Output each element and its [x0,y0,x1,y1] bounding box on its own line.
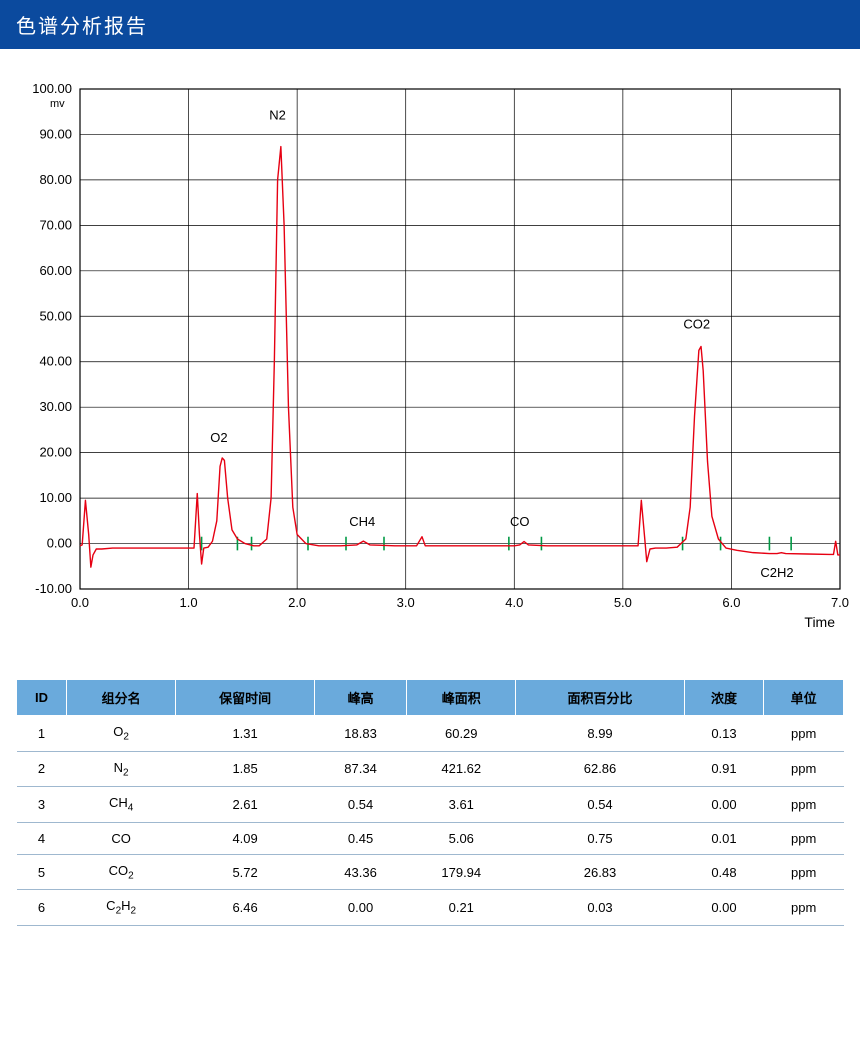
table-cell: 0.00 [684,787,764,823]
svg-text:4.0: 4.0 [505,595,523,610]
table-cell: ppm [764,890,844,926]
table-cell: 2.61 [176,787,315,823]
svg-text:1.0: 1.0 [180,595,198,610]
table-cell: 0.21 [407,890,516,926]
col-header: 峰高 [314,680,406,716]
table-cell: 2 [17,751,67,787]
svg-text:50.00: 50.00 [39,308,72,323]
svg-text:2.0: 2.0 [288,595,306,610]
table-cell: ppm [764,854,844,890]
table-cell: 62.86 [516,751,684,787]
table-cell: 0.13 [684,716,764,752]
table-cell: 43.36 [314,854,406,890]
table-cell: 0.75 [516,822,684,854]
svg-text:80.00: 80.00 [39,172,72,187]
svg-text:90.00: 90.00 [39,126,72,141]
col-header: 单位 [764,680,844,716]
svg-text:CH4: CH4 [349,514,375,529]
table-cell: CO [67,822,176,854]
table-cell: 5.06 [407,822,516,854]
col-header: 组分名 [67,680,176,716]
table-cell: 6 [17,890,67,926]
table-cell: 60.29 [407,716,516,752]
table-cell: 0.45 [314,822,406,854]
col-header: ID [17,680,67,716]
table-cell: 18.83 [314,716,406,752]
svg-text:10.00: 10.00 [39,490,72,505]
results-table-wrap: ID组分名保留时间峰高峰面积面积百分比浓度单位 1O21.3118.8360.2… [0,669,860,956]
table-cell: O2 [67,716,176,752]
table-cell: 6.46 [176,890,315,926]
table-cell: 0.00 [684,890,764,926]
svg-text:7.0: 7.0 [831,595,849,610]
svg-text:100.00: 100.00 [32,81,72,96]
table-row: 3CH42.610.543.610.540.00ppm [17,787,844,823]
table-cell: 179.94 [407,854,516,890]
table-cell: 1.85 [176,751,315,787]
table-cell: 26.83 [516,854,684,890]
svg-text:20.00: 20.00 [39,445,72,460]
svg-text:C2H2: C2H2 [760,565,793,580]
table-row: 2N21.8587.34421.6262.860.91ppm [17,751,844,787]
table-cell: 5.72 [176,854,315,890]
svg-text:0.0: 0.0 [71,595,89,610]
svg-text:60.00: 60.00 [39,263,72,278]
table-cell: 4 [17,822,67,854]
table-cell: 0.03 [516,890,684,926]
table-cell: 1.31 [176,716,315,752]
table-row: 4CO4.090.455.060.750.01ppm [17,822,844,854]
svg-text:N2: N2 [269,107,286,122]
svg-text:6.0: 6.0 [722,595,740,610]
svg-text:CO2: CO2 [683,316,710,331]
svg-text:-10.00: -10.00 [35,581,72,596]
svg-text:mv: mv [50,98,65,110]
table-cell: 0.01 [684,822,764,854]
col-header: 浓度 [684,680,764,716]
svg-text:CO: CO [510,514,530,529]
table-cell: 0.48 [684,854,764,890]
table-row: 1O21.3118.8360.298.990.13ppm [17,716,844,752]
table-cell: 4.09 [176,822,315,854]
table-cell: 87.34 [314,751,406,787]
table-cell: 0.54 [314,787,406,823]
report-title: 色谱分析报告 [16,16,148,38]
table-cell: CO2 [67,854,176,890]
table-cell: ppm [764,787,844,823]
table-cell: N2 [67,751,176,787]
svg-text:0.00: 0.00 [47,536,72,551]
svg-text:70.00: 70.00 [39,217,72,232]
table-cell: ppm [764,822,844,854]
report-header: 色谱分析报告 [0,0,860,49]
svg-text:O2: O2 [210,430,227,445]
table-cell: 1 [17,716,67,752]
results-table: ID组分名保留时间峰高峰面积面积百分比浓度单位 1O21.3118.8360.2… [16,679,844,926]
svg-text:3.0: 3.0 [397,595,415,610]
svg-text:Time: Time [804,614,835,630]
table-cell: 421.62 [407,751,516,787]
table-cell: 0.00 [314,890,406,926]
col-header: 保留时间 [176,680,315,716]
table-cell: 3.61 [407,787,516,823]
table-cell: ppm [764,751,844,787]
table-cell: 5 [17,854,67,890]
table-cell: 0.54 [516,787,684,823]
svg-text:5.0: 5.0 [614,595,632,610]
col-header: 峰面积 [407,680,516,716]
table-cell: 3 [17,787,67,823]
table-row: 5CO25.7243.36179.9426.830.48ppm [17,854,844,890]
col-header: 面积百分比 [516,680,684,716]
table-cell: C2H2 [67,890,176,926]
table-row: 6C2H26.460.000.210.030.00ppm [17,890,844,926]
svg-text:30.00: 30.00 [39,399,72,414]
chromatogram-chart: -10.00 0.00 10.00 20.00 30.00 40.00 50.00 60.00… [0,49,860,669]
table-cell: CH4 [67,787,176,823]
table-cell: 0.91 [684,751,764,787]
table-cell: ppm [764,716,844,752]
svg-text:40.00: 40.00 [39,354,72,369]
table-cell: 8.99 [516,716,684,752]
